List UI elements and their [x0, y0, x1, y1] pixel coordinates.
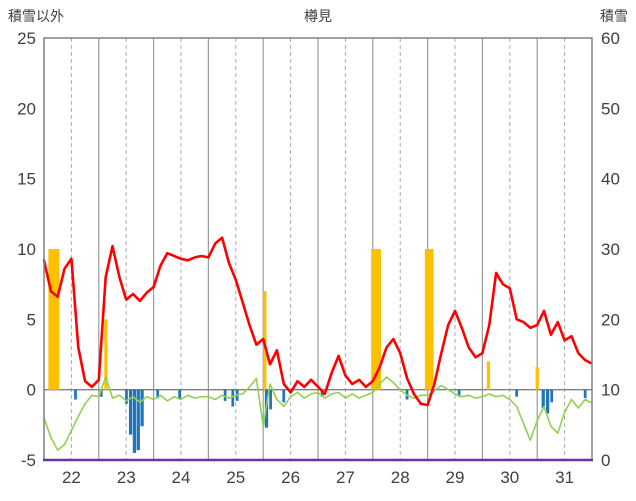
svg-text:26: 26: [281, 468, 300, 487]
svg-text:0: 0: [27, 381, 36, 400]
right-axis-title: 積雪: [600, 8, 628, 24]
svg-text:31: 31: [555, 468, 574, 487]
svg-text:50: 50: [601, 99, 620, 118]
svg-text:24: 24: [172, 468, 191, 487]
red-line-series: [42, 236, 592, 407]
svg-text:25: 25: [226, 468, 245, 487]
green-line-series: [43, 376, 592, 452]
svg-text:20: 20: [17, 99, 36, 118]
svg-text:30: 30: [601, 240, 620, 259]
chart-title: 樽見: [304, 8, 332, 24]
svg-text:10: 10: [601, 381, 620, 400]
svg-text:15: 15: [17, 170, 36, 189]
svg-text:0: 0: [601, 451, 610, 470]
svg-text:28: 28: [391, 468, 410, 487]
left-axis-title: 積雪以外: [8, 8, 64, 24]
svg-text:5: 5: [27, 310, 36, 329]
orange-bars-series: [48, 249, 539, 390]
svg-text:30: 30: [500, 468, 519, 487]
svg-text:23: 23: [117, 468, 136, 487]
svg-text:10: 10: [17, 240, 36, 259]
svg-text:29: 29: [446, 468, 465, 487]
svg-text:60: 60: [601, 29, 620, 48]
svg-text:40: 40: [601, 170, 620, 189]
svg-text:-5: -5: [21, 451, 36, 470]
svg-text:20: 20: [601, 310, 620, 329]
svg-text:27: 27: [336, 468, 355, 487]
svg-text:25: 25: [17, 29, 36, 48]
svg-text:22: 22: [62, 468, 81, 487]
